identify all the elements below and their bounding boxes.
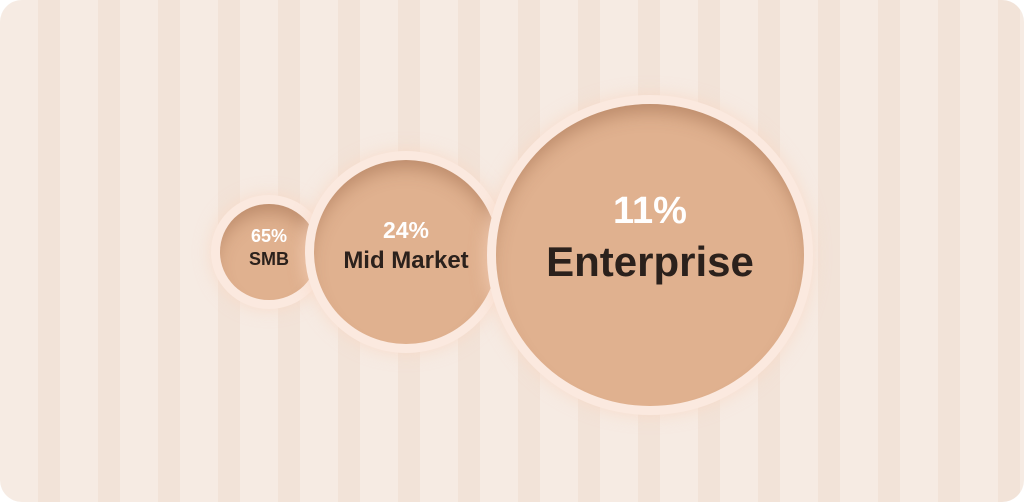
bubble-mid-market: 24% Mid Market <box>314 160 498 344</box>
bubble-smb: 65% SMB <box>220 204 318 300</box>
enterprise-label: Enterprise <box>546 237 754 285</box>
smb-label: SMB <box>249 249 289 269</box>
enterprise-percent: 11% <box>613 190 687 232</box>
mid-market-label: Mid Market <box>343 247 469 275</box>
mid-market-percent: 24% <box>382 217 430 244</box>
bubble-enterprise: 11% Enterprise <box>496 104 804 406</box>
smb-percent: 65% <box>250 226 288 247</box>
